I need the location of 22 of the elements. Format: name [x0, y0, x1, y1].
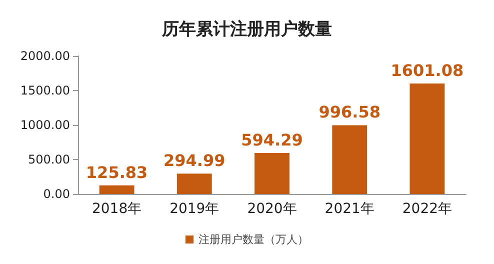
y-tick-label: 1000.00 [20, 118, 70, 132]
data-label: 294.99 [164, 151, 226, 170]
data-label: 1601.08 [390, 61, 464, 80]
x-tick-label: 2018年 [92, 201, 142, 217]
data-label: 125.83 [86, 162, 148, 182]
x-tick-label: 2022年 [402, 201, 452, 217]
bar [176, 174, 212, 194]
x-tick-label: 2019年 [170, 201, 220, 217]
bar [410, 84, 445, 194]
x-tick-label: 2020年 [247, 201, 297, 217]
legend-label: 注册用户数量（万人） [198, 233, 308, 246]
y-tick-label: 2000.00 [20, 49, 70, 63]
bar [254, 152, 290, 194]
bar [332, 125, 368, 194]
y-tick-label: 500.00 [28, 152, 70, 166]
y-tick-label: 1500.00 [20, 84, 70, 98]
x-tick-label: 2021年 [324, 201, 374, 217]
chart-title: 历年累计注册用户数量 [161, 20, 332, 40]
data-label: 996.58 [318, 102, 380, 122]
data-label: 594.29 [241, 130, 303, 150]
bar [99, 185, 134, 194]
y-tick-label: 0.00 [43, 187, 70, 201]
